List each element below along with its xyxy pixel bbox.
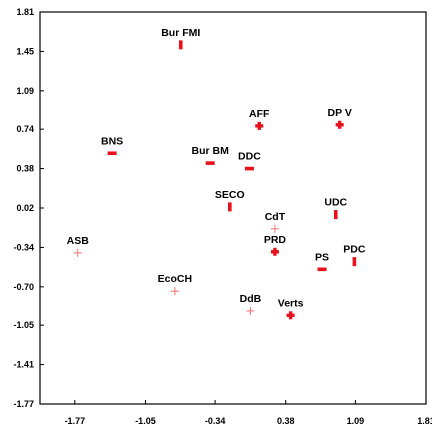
data-point-bns: BNS — [101, 135, 123, 156]
data-point-udc: UDC — [324, 197, 348, 220]
data-point-seco: SECO — [215, 189, 245, 212]
data-point-aff: AFF — [249, 108, 270, 130]
data-point-dp-v: DP V — [328, 107, 352, 129]
point-marker — [228, 202, 232, 212]
point-label: ASB — [67, 235, 90, 247]
point-label: DP V — [328, 107, 352, 119]
data-point-ecoch: EcoCH — [158, 273, 192, 296]
x-tick-label: -1.77 — [65, 416, 86, 426]
y-tick-label: 1.45 — [16, 46, 34, 56]
data-point-cdt: CdT — [265, 211, 286, 233]
point-marker — [352, 257, 357, 267]
point-marker — [257, 121, 261, 130]
point-marker — [244, 166, 254, 171]
point-marker — [337, 120, 342, 129]
x-tick-label: 0.38 — [277, 416, 295, 426]
y-tick-label: 1.09 — [16, 86, 34, 96]
point-label: Bur FMI — [161, 27, 200, 39]
point-marker — [205, 161, 215, 165]
point-label: PRD — [264, 234, 287, 246]
axes — [39, 11, 427, 405]
point-label: PDC — [343, 244, 366, 256]
point-label: AFF — [249, 108, 270, 120]
data-point-bur-bm: Bur BM — [192, 145, 230, 165]
point-marker — [288, 311, 293, 320]
point-marker — [273, 247, 277, 256]
data-point-prd: PRD — [264, 234, 287, 256]
y-tick-label: -1.05 — [13, 320, 34, 330]
point-label: DDC — [238, 151, 261, 163]
y-tick-label: 1.81 — [16, 7, 34, 17]
y-tick-label: 0.74 — [16, 124, 34, 134]
y-tick-label: 0.38 — [16, 164, 34, 174]
data-points: Bur FMI AFF DP V BNS Bur BM DDC SECO CdT UDC PRD P… — [67, 27, 366, 320]
x-tick-label: -0.34 — [205, 416, 226, 426]
y-tick-label: -0.34 — [13, 242, 34, 252]
point-label: PS — [315, 251, 329, 263]
y-tick-label: -0.70 — [13, 282, 34, 292]
x-tick-label: 1.09 — [347, 416, 365, 426]
plot-frame — [39, 11, 427, 405]
data-point-verts: Verts — [278, 297, 304, 320]
point-label: DdB — [240, 293, 262, 305]
point-label: CdT — [265, 211, 286, 223]
point-marker — [178, 40, 183, 50]
data-point-pdc: PDC — [343, 244, 366, 267]
point-marker — [107, 151, 117, 156]
point-label: Bur BM — [192, 145, 230, 157]
point-label: BNS — [101, 135, 123, 147]
point-label: UDC — [324, 197, 347, 209]
data-point-ddc: DDC — [238, 151, 261, 171]
tick-labels: 1.81 1.45 1.09 0.74 0.38 0.02 -0.34 -0.70 -1.05 -… — [13, 7, 432, 426]
point-marker — [317, 267, 327, 272]
data-point-asb: ASB — [67, 235, 90, 257]
y-tick-label: 0.02 — [16, 203, 34, 213]
point-label: Verts — [278, 297, 304, 309]
x-tick-label: -1.05 — [135, 416, 156, 426]
data-point-ddb: DdB — [240, 293, 262, 315]
x-tick-label: 1.81 — [417, 416, 432, 426]
y-tick-label: -1.77 — [13, 399, 34, 409]
point-marker — [333, 210, 338, 220]
point-label: SECO — [215, 189, 245, 201]
y-tick-label: -1.41 — [13, 360, 34, 370]
point-label: EcoCH — [158, 273, 192, 285]
data-point-ps: PS — [315, 251, 329, 272]
data-point-bur-fmi: Bur FMI — [161, 27, 200, 50]
